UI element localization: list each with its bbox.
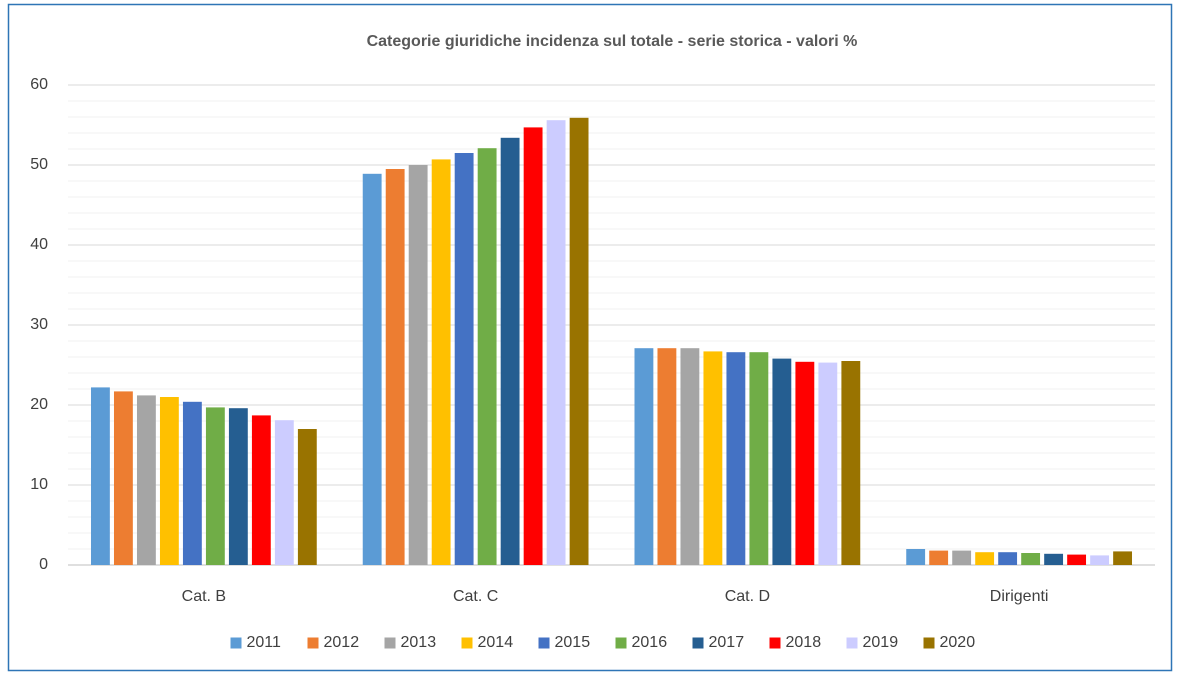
bar [634, 348, 654, 565]
legend-label: 2016 [632, 634, 668, 651]
legend-swatch [923, 637, 935, 649]
legend-swatch [615, 637, 627, 649]
x-tick-label: Dirigenti [990, 588, 1049, 605]
bar [703, 351, 723, 565]
legend-swatch [692, 637, 704, 649]
bar [749, 352, 769, 565]
legend-swatch [307, 637, 319, 649]
y-tick-label: 30 [30, 316, 48, 333]
x-tick-label: Cat. D [725, 588, 770, 605]
bar [726, 352, 746, 565]
bar [772, 358, 792, 565]
legend-label: 2018 [786, 634, 822, 651]
bar [818, 362, 838, 565]
bar [657, 348, 677, 565]
bar [362, 173, 382, 566]
bar [113, 391, 133, 565]
y-tick-label: 50 [30, 156, 48, 173]
legend-label: 2019 [863, 634, 899, 651]
bar [500, 137, 520, 566]
bar [90, 387, 110, 565]
bar [906, 549, 926, 565]
bar [952, 550, 972, 565]
legend-label: 2012 [324, 634, 360, 651]
bar [841, 361, 861, 565]
legend-label: 2013 [401, 634, 437, 651]
bar [523, 127, 543, 566]
y-tick-label: 10 [30, 476, 48, 493]
legend-swatch [846, 637, 858, 649]
legend-swatch [230, 637, 242, 649]
legend-label: 2011 [247, 634, 282, 651]
legend-swatch [538, 637, 550, 649]
bar [1090, 555, 1110, 565]
bar [454, 153, 474, 565]
chart-title: Categorie giuridiche incidenza sul total… [367, 33, 858, 50]
bar [228, 408, 248, 565]
y-tick-label: 60 [30, 76, 48, 93]
bar [795, 361, 815, 565]
bar [136, 395, 156, 565]
bar [205, 407, 225, 565]
y-tick-label: 40 [30, 236, 48, 253]
bar [159, 397, 179, 565]
bar [385, 169, 405, 565]
bar [998, 552, 1018, 565]
bar [1067, 554, 1087, 565]
legend-swatch [769, 637, 781, 649]
legend-swatch [384, 637, 396, 649]
chart-border [7, 3, 1173, 672]
bar [1021, 553, 1041, 565]
y-tick-label: 20 [30, 396, 48, 413]
bar [251, 415, 271, 565]
y-tick-label: 0 [39, 556, 48, 573]
bar [1044, 553, 1064, 565]
bar [297, 429, 317, 565]
bar [1113, 551, 1133, 565]
x-tick-label: Cat. B [182, 588, 226, 605]
bar [274, 420, 294, 565]
bar [431, 159, 451, 565]
bar [680, 348, 700, 565]
bar [569, 117, 589, 566]
legend-label: 2020 [940, 634, 976, 651]
bar [477, 148, 497, 565]
bar [975, 552, 995, 565]
legend-swatch [461, 637, 473, 649]
bar [929, 550, 949, 565]
legend-label: 2017 [709, 634, 745, 651]
x-tick-label: Cat. C [453, 588, 498, 605]
bar [408, 165, 428, 565]
bar [182, 401, 202, 565]
legend-label: 2015 [555, 634, 591, 651]
legend-label: 2014 [478, 634, 514, 651]
bar [546, 120, 566, 565]
